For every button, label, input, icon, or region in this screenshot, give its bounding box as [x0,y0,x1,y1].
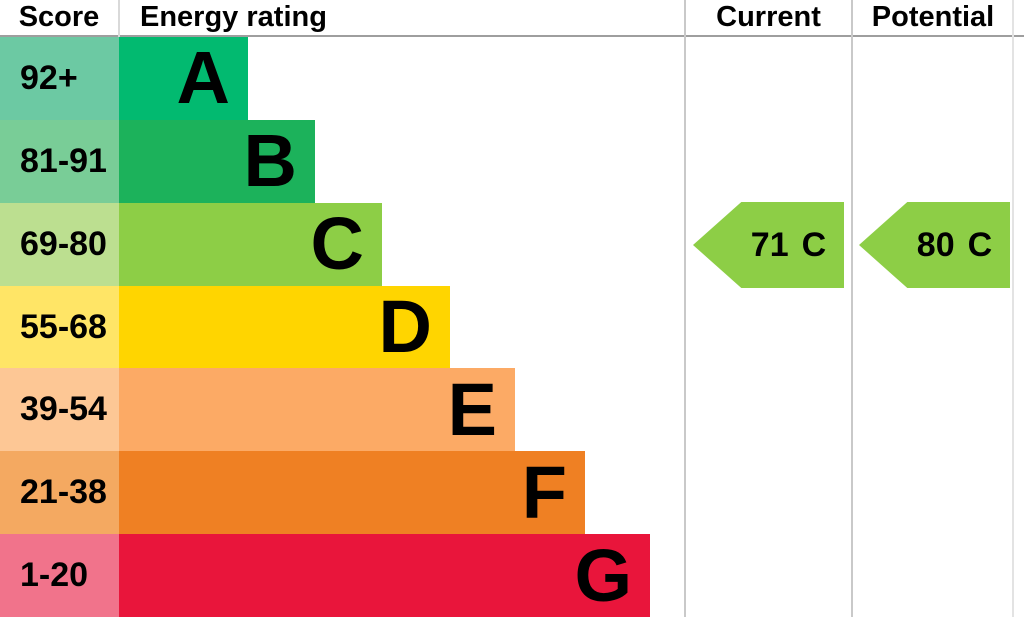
band-b-score-cell: 81-91 [0,119,119,203]
band-c-score-cell: 69-80 [0,202,119,286]
potential-column-header: Potential [871,1,995,33]
band-g-bar: G [119,534,650,617]
band-b-bar: B [119,119,315,203]
band-a-score-range: 92+ [20,58,78,97]
score-column-header: Score [18,1,100,33]
band-e-score-range: 39-54 [20,390,107,429]
band-row-a: 92+ A [0,37,1024,120]
band-row-g: 1-20 G [0,534,1024,617]
potential-rating-band: C [967,225,993,264]
band-d-bar: D [119,285,450,369]
band-e-score-cell: 39-54 [0,368,119,452]
band-f-score-cell: 21-38 [0,451,119,535]
band-g-score-cell: 1-20 [0,534,119,617]
current-rating-value: 71 [750,225,789,264]
band-f-letter: F [521,450,567,534]
band-d-score-cell: 55-68 [0,285,119,369]
chart-header: Score Energy rating Current Potential [0,0,1024,37]
band-b-score-range: 81-91 [20,141,107,180]
band-g-score-range: 1-20 [20,556,89,595]
band-d-score-range: 55-68 [20,307,107,346]
band-f-bar: F [119,450,585,535]
band-rows: 92+ A 81-91 B 69-80 C 55-68 [0,37,1024,617]
current-column-divider [684,0,686,617]
right-edge-divider [1012,0,1014,617]
band-row-c: 69-80 C [0,202,1024,286]
band-e-letter: E [447,367,497,451]
potential-rating-value: 80 [916,225,955,264]
band-c-letter: C [310,202,364,286]
band-b-letter: B [243,119,297,203]
current-rating-band: C [801,225,827,264]
band-g-letter: G [574,533,632,617]
band-e-bar: E [119,367,515,452]
band-row-f: 21-38 F [0,450,1024,535]
band-c-bar: C [119,202,382,286]
band-a-letter: A [176,36,230,120]
band-a-score-cell: 92+ [0,37,119,120]
band-d-letter: D [378,285,432,368]
band-f-score-range: 21-38 [20,473,107,512]
band-row-d: 55-68 D [0,285,1024,369]
current-column-header: Current [716,1,821,33]
band-c-score-range: 69-80 [20,224,107,263]
band-row-e: 39-54 E [0,367,1024,452]
band-a-bar: A [119,37,248,120]
potential-column-divider [851,0,853,617]
score-column-divider [118,0,120,37]
band-row-b: 81-91 B [0,119,1024,203]
energy-rating-column-header: Energy rating [140,1,327,33]
